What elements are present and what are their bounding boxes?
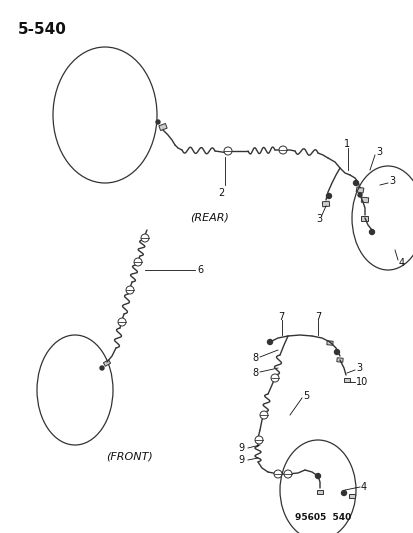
Text: 8: 8 xyxy=(252,353,257,363)
Circle shape xyxy=(100,366,104,370)
Circle shape xyxy=(156,120,159,124)
Text: 7: 7 xyxy=(314,312,320,322)
Bar xyxy=(336,358,342,362)
Text: (REAR): (REAR) xyxy=(190,212,229,222)
Bar xyxy=(348,494,354,498)
Text: 5-540: 5-540 xyxy=(18,22,67,37)
Circle shape xyxy=(254,436,262,444)
Bar xyxy=(103,360,110,366)
Bar xyxy=(355,187,363,193)
Circle shape xyxy=(118,318,126,326)
Bar xyxy=(343,378,349,382)
Bar xyxy=(361,215,368,221)
Text: 9: 9 xyxy=(237,443,244,453)
Text: 3: 3 xyxy=(355,363,361,373)
Circle shape xyxy=(126,286,134,294)
Text: 9: 9 xyxy=(237,455,244,465)
Circle shape xyxy=(259,411,267,419)
Text: 95605  540: 95605 540 xyxy=(294,513,350,522)
Circle shape xyxy=(315,473,320,479)
Bar xyxy=(361,197,368,203)
Bar xyxy=(159,124,167,131)
Text: 3: 3 xyxy=(388,176,394,186)
Circle shape xyxy=(369,230,374,235)
Bar xyxy=(321,201,329,207)
Circle shape xyxy=(283,470,291,478)
Circle shape xyxy=(267,340,272,344)
Text: 5: 5 xyxy=(302,391,309,401)
Bar xyxy=(326,341,332,345)
Circle shape xyxy=(334,350,339,354)
Circle shape xyxy=(141,234,149,242)
Circle shape xyxy=(353,181,358,185)
Circle shape xyxy=(134,258,142,266)
Text: 1: 1 xyxy=(343,139,349,149)
Text: 10: 10 xyxy=(355,377,367,387)
Circle shape xyxy=(223,147,231,155)
Text: 6: 6 xyxy=(197,265,203,275)
Text: 4: 4 xyxy=(398,258,404,268)
Circle shape xyxy=(278,146,286,154)
Circle shape xyxy=(357,193,361,197)
Circle shape xyxy=(271,374,278,382)
Circle shape xyxy=(341,490,346,496)
Bar xyxy=(316,490,322,494)
Text: 8: 8 xyxy=(252,368,257,378)
Text: 4: 4 xyxy=(360,482,366,492)
Text: (FRONT): (FRONT) xyxy=(107,452,153,462)
Circle shape xyxy=(326,193,331,198)
Text: 7: 7 xyxy=(277,312,284,322)
Text: 2: 2 xyxy=(218,188,224,198)
Circle shape xyxy=(273,470,281,478)
Text: 3: 3 xyxy=(315,214,321,224)
Text: 3: 3 xyxy=(375,147,381,157)
